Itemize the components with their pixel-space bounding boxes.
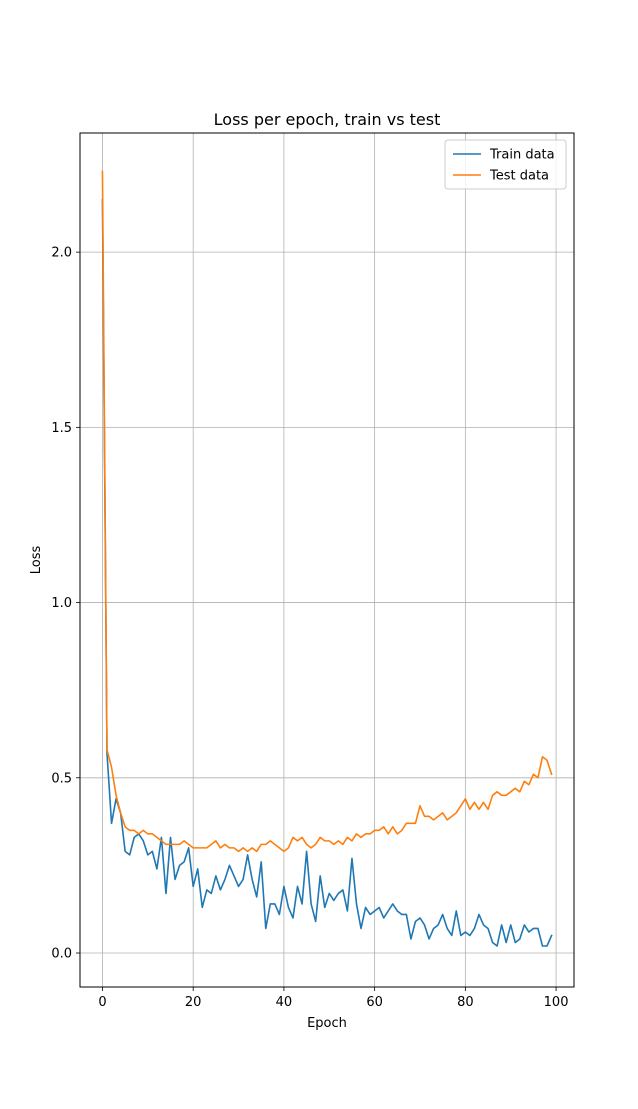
ticks: 0 20 40 60 80 100 0.0 0.5 1.0 1.5 2.0	[51, 246, 568, 1010]
series-lines	[101, 170, 553, 947]
y-tick-label: 2.0	[51, 246, 72, 261]
x-tick-label: 100	[544, 995, 569, 1010]
y-tick-label: 0.5	[51, 771, 72, 786]
legend-label: Test data	[489, 169, 549, 184]
legend-label: Train data	[489, 148, 555, 163]
y-tick-label: 1.0	[51, 596, 72, 611]
x-tick-label: 20	[185, 995, 202, 1010]
legend-box	[444, 139, 567, 190]
x-axis-label: Epoch	[307, 1016, 347, 1031]
grid	[80, 133, 574, 987]
y-tick-label: 0.0	[51, 947, 72, 962]
chart-title: Loss per epoch, train vs test	[214, 110, 441, 129]
x-tick-label: 60	[366, 995, 383, 1010]
legend: Train data Test data	[444, 139, 567, 190]
series-line-train	[101, 198, 553, 947]
y-tick-label: 1.5	[51, 421, 72, 436]
y-axis-label: Loss	[29, 546, 44, 575]
x-tick-label: 80	[457, 995, 474, 1010]
x-tick-label: 0	[98, 995, 106, 1010]
x-tick-label: 40	[276, 995, 293, 1010]
series-line-test	[101, 170, 553, 853]
plot-frame	[79, 132, 575, 988]
